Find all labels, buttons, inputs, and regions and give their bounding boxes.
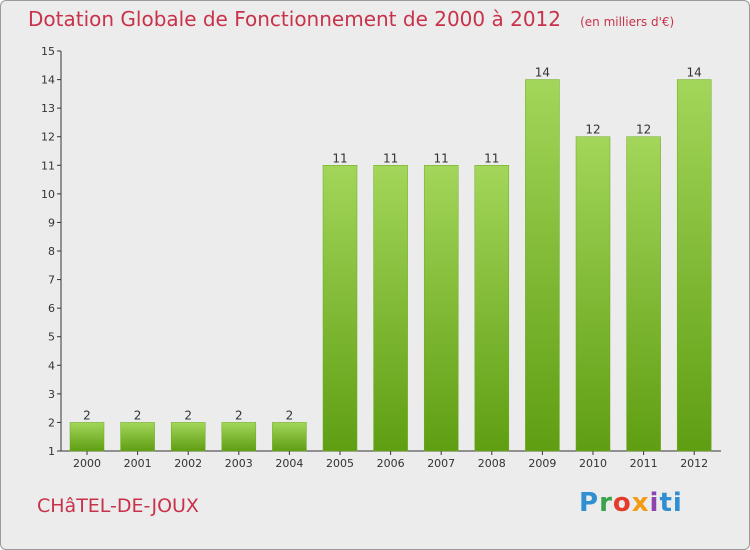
bar-2008 bbox=[474, 165, 510, 452]
bar-value-label: 2 bbox=[235, 408, 243, 422]
logo-letter: o bbox=[612, 488, 632, 518]
y-tick-label: 14 bbox=[41, 74, 55, 87]
logo-letter: t bbox=[659, 488, 673, 518]
chart-title: Dotation Globale de Fonctionnement de 20… bbox=[28, 7, 561, 31]
y-tick-label: 5 bbox=[48, 331, 55, 344]
bar-2000 bbox=[69, 422, 105, 452]
bar-value-label: 11 bbox=[434, 151, 449, 165]
x-tick-label: 2009 bbox=[528, 457, 556, 470]
chart-unit: (en milliers d'€) bbox=[580, 15, 675, 29]
bar-2004 bbox=[272, 422, 307, 452]
x-tick-label: 2010 bbox=[579, 457, 607, 470]
y-tick-label: 1 bbox=[48, 445, 55, 458]
x-tick-label: 2006 bbox=[377, 457, 405, 470]
x-tick-label: 2012 bbox=[680, 457, 708, 470]
x-tick-label: 2008 bbox=[478, 457, 506, 470]
y-tick-label: 6 bbox=[48, 302, 55, 315]
y-tick-label: 15 bbox=[41, 45, 55, 58]
y-tick-label: 10 bbox=[41, 188, 55, 201]
y-tick-label: 9 bbox=[48, 216, 55, 229]
bar-value-label: 12 bbox=[636, 123, 651, 137]
bar-2003 bbox=[221, 422, 257, 452]
y-tick-label: 8 bbox=[48, 245, 55, 258]
chart-bars bbox=[69, 79, 712, 452]
logo-letter: P bbox=[579, 488, 600, 518]
x-tick-label: 2003 bbox=[225, 457, 253, 470]
bar-value-label: 14 bbox=[687, 66, 702, 80]
proxiti-logo[interactable]: Proxiti bbox=[579, 488, 683, 518]
bar-2009 bbox=[525, 79, 560, 452]
bar-2006 bbox=[373, 165, 408, 452]
y-tick-label: 4 bbox=[48, 359, 55, 372]
x-tick-label: 2000 bbox=[73, 457, 101, 470]
bar-value-label: 2 bbox=[286, 408, 294, 422]
bar-2005 bbox=[322, 165, 358, 452]
logo-letter: i bbox=[649, 488, 660, 518]
bar-value-label: 2 bbox=[184, 408, 192, 422]
bar-2011 bbox=[626, 136, 661, 452]
x-tick-label: 2001 bbox=[124, 457, 152, 470]
x-tick-label: 2007 bbox=[427, 457, 455, 470]
bar-value-label: 11 bbox=[383, 151, 398, 165]
bar-value-label: 11 bbox=[484, 151, 499, 165]
bar-2012 bbox=[676, 79, 712, 452]
logo-letter: x bbox=[631, 488, 650, 518]
bar-value-label: 2 bbox=[83, 408, 91, 422]
bar-value-label: 14 bbox=[535, 66, 550, 80]
x-tick-label: 2004 bbox=[275, 457, 303, 470]
logo-letter: i bbox=[672, 488, 683, 518]
bar-value-label: 11 bbox=[332, 151, 347, 165]
bar-2002 bbox=[170, 422, 206, 452]
y-tick-label: 11 bbox=[41, 159, 55, 172]
logo-letter: r bbox=[599, 488, 613, 518]
y-tick-label: 2 bbox=[48, 416, 55, 429]
chart-title-block: Dotation Globale de Fonctionnement de 20… bbox=[28, 7, 674, 31]
bar-2010 bbox=[575, 136, 611, 452]
chart-labels: 2 2000 2 2001 2 2002 2 2003 2 2004 11 2005 11 2006 11 2… bbox=[73, 66, 708, 470]
x-tick-label: 2005 bbox=[326, 457, 354, 470]
x-tick-label: 2002 bbox=[174, 457, 202, 470]
bar-2007 bbox=[423, 165, 459, 452]
bar-value-label: 2 bbox=[134, 408, 142, 422]
commune-name: CHâTEL-DE-JOUX bbox=[37, 495, 199, 517]
y-tick-label: 7 bbox=[48, 274, 55, 287]
y-tick-label: 3 bbox=[48, 388, 55, 401]
y-tick-label: 13 bbox=[41, 102, 55, 115]
bar-2001 bbox=[120, 422, 155, 452]
y-tick-label: 12 bbox=[41, 131, 55, 144]
bar-value-label: 12 bbox=[585, 123, 600, 137]
x-tick-label: 2011 bbox=[630, 457, 658, 470]
